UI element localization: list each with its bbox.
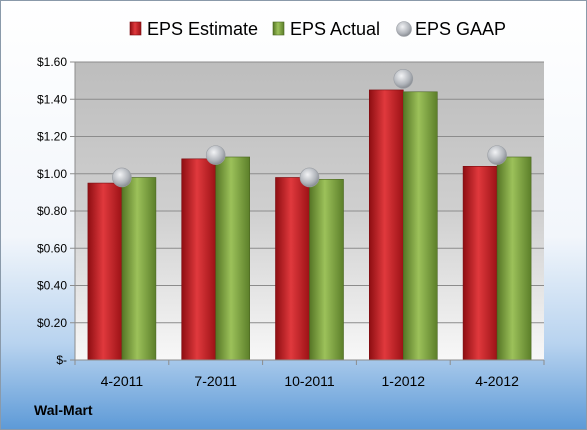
legend-swatch: [272, 21, 285, 36]
bar-eps-estimate: [181, 158, 216, 361]
y-tick-label: $-: [56, 353, 67, 367]
bar-eps-actual: [309, 179, 344, 361]
x-tick-label: 4-2012: [475, 373, 519, 389]
x-tick-label: 4-2011: [101, 373, 144, 389]
legend-item-eps-gaap: EPS GAAP: [396, 19, 506, 39]
legend-label: EPS Actual: [290, 19, 380, 39]
y-tick-label: $1.40: [37, 92, 67, 106]
legend: EPS Estimate EPS Actual EPS GAAP: [129, 19, 506, 39]
marker-eps-gaap: [205, 145, 226, 165]
x-tick-label: 7-2011: [194, 373, 237, 389]
bar-eps-actual: [215, 156, 250, 361]
y-axis: $- $0.20 $0.40 $0.60 $0.80 $1.00 $1.20 $1.40 $1.…: [37, 55, 76, 367]
company-label: Wal-Mart: [34, 402, 93, 418]
bar-eps-actual: [121, 177, 157, 361]
bar-eps-estimate: [275, 177, 310, 361]
bar-eps-actual: [496, 156, 532, 361]
y-tick-label: $0.60: [37, 241, 67, 255]
bar-eps-estimate: [462, 166, 498, 361]
marker-eps-gaap: [393, 68, 414, 89]
legend-swatch: [396, 21, 412, 37]
x-tick-label: 1-2012: [382, 373, 426, 389]
y-tick-label: $0.20: [37, 316, 67, 330]
y-tick-label: $0.40: [37, 279, 67, 293]
marker-eps-gaap: [487, 145, 507, 165]
y-tick-label: $1.00: [37, 167, 67, 181]
marker-eps-gaap: [299, 167, 320, 188]
bar-eps-actual: [402, 91, 438, 361]
legend-item-eps-estimate: EPS Estimate: [129, 19, 258, 39]
legend-swatch: [129, 21, 142, 36]
x-axis: 4-2011 7-2011 10-2011 1-2012 4-2012: [74, 359, 545, 389]
bar-eps-estimate: [87, 182, 123, 361]
gaap-markers: [112, 68, 507, 188]
marker-eps-gaap: [112, 167, 132, 188]
bar-eps-estimate: [368, 89, 404, 361]
legend-item-eps-actual: EPS Actual: [272, 19, 380, 39]
legend-label: EPS Estimate: [147, 19, 258, 39]
y-tick-label: $0.80: [37, 204, 67, 218]
x-tick-label: 10-2011: [284, 373, 335, 389]
y-tick-label: $1.20: [37, 130, 67, 144]
legend-label: EPS GAAP: [415, 19, 506, 39]
y-tick-label: $1.60: [37, 55, 67, 69]
